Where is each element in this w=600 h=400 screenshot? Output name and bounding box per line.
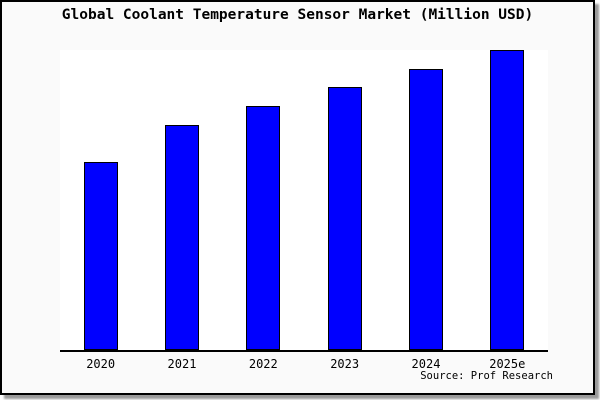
x-tick-label-2023: 2023 <box>330 357 360 371</box>
x-tick-label-2022: 2022 <box>248 357 278 371</box>
x-tick-label-2025e: 2025e <box>489 357 526 371</box>
plot-area <box>60 50 548 352</box>
chart-title: Global Coolant Temperature Sensor Market… <box>61 7 534 23</box>
x-tick-label-2020: 2020 <box>86 357 116 371</box>
x-axis-labels: 2020 2021 2022 2023 2024 2025e <box>60 357 548 371</box>
bars-container <box>60 50 548 350</box>
bar-2025e <box>490 50 525 350</box>
bar-2024 <box>408 68 443 350</box>
bar-2020 <box>83 161 118 350</box>
source-note: Source: Prof Research <box>420 370 553 382</box>
bar-2022 <box>246 105 281 350</box>
x-tick-label-2021: 2021 <box>167 357 197 371</box>
bar-2023 <box>327 87 362 350</box>
x-tick-label-2024: 2024 <box>411 357 441 371</box>
bar-2021 <box>164 125 199 350</box>
chart-card: Global Coolant Temperature Sensor Market… <box>0 0 595 395</box>
